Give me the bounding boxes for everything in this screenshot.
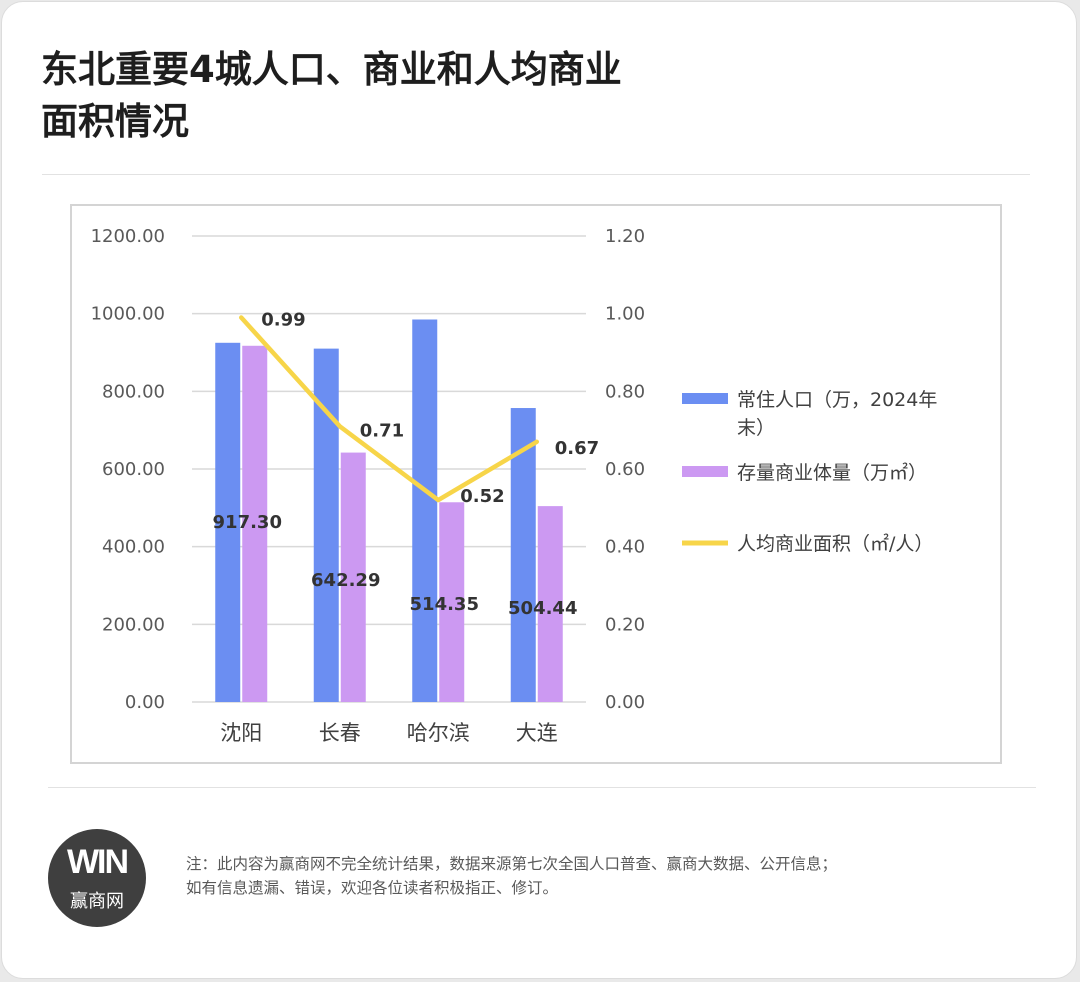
bar	[313, 348, 339, 702]
bar-data-label: 642.29	[311, 570, 380, 591]
y-right-tick-label: 0.00	[605, 692, 645, 713]
bar	[412, 319, 438, 702]
y-left-tick-label: 400.00	[102, 537, 165, 558]
page-title: 东北重要4城人口、商业和人均商业 面积情况	[41, 44, 741, 148]
y-left-tick-label: 800.00	[102, 381, 165, 402]
source-note: 注：此内容为赢商网不完全统计结果，数据来源第七次全国人口普查、赢商大数据、公开信…	[186, 852, 1006, 900]
bar	[340, 452, 366, 702]
line-series	[239, 315, 539, 503]
line-data-label: 0.52	[460, 486, 504, 507]
x-category-label: 哈尔滨	[407, 721, 470, 745]
bar	[215, 342, 241, 702]
bar	[439, 502, 465, 702]
line-data-label: 0.67	[555, 438, 599, 459]
legend-swatch	[682, 466, 728, 477]
line-data-label: 0.99	[261, 310, 305, 331]
note-line-2: 如有信息遗漏、错误，欢迎各位读者积极指正、修订。	[186, 879, 559, 897]
x-category-label: 大连	[516, 721, 558, 745]
title-line-1: 东北重要4城人口、商业和人均商业	[41, 48, 622, 91]
y-right-tick-label: 0.60	[605, 459, 645, 480]
note-line-1: 注：此内容为赢商网不完全统计结果，数据来源第七次全国人口普查、赢商大数据、公开信…	[186, 855, 838, 873]
y-left-tick-label: 0.00	[125, 692, 165, 713]
bar-data-label: 504.44	[508, 598, 577, 619]
bar	[537, 506, 563, 702]
y-right-tick-label: 0.20	[605, 614, 645, 635]
bar-data-label: 917.30	[213, 512, 282, 533]
y-left-tick-label: 1200.00	[91, 226, 165, 247]
title-divider	[42, 174, 1030, 175]
legend-label: 人均商业面积（㎡/人）	[737, 532, 933, 555]
y-left-tick-label: 1000.00	[91, 304, 165, 325]
y-right-tick-label: 0.80	[605, 381, 645, 402]
x-category-label: 长春	[319, 721, 361, 745]
y-right-tick-label: 0.40	[605, 537, 645, 558]
bar-data-label: 514.35	[410, 594, 479, 615]
logo-text: 赢商网	[70, 891, 124, 912]
y-left-tick-label: 200.00	[102, 614, 165, 635]
chart-frame: 0.00 0.00 200.00 0.20 400.00 0.40 600.00 0.60 80…	[70, 204, 1002, 764]
winshang-logo: WIN 赢商网	[48, 829, 146, 927]
y-right-tick-label: 1.00	[605, 304, 645, 325]
chart: 0.00 0.00 200.00 0.20 400.00 0.40 600.00 0.60 80…	[91, 226, 938, 745]
line-data-label: 0.71	[360, 420, 404, 441]
legend-label: 存量商业体量（万㎡）	[737, 461, 927, 484]
y-right-tick-label: 1.20	[605, 226, 645, 247]
title-line-2: 面积情况	[41, 100, 189, 143]
bar	[242, 345, 268, 702]
footer-divider	[48, 787, 1036, 788]
x-category-label: 沈阳	[220, 721, 262, 745]
legend-label: 常住人口（万，2024年	[737, 389, 937, 411]
legend-label: 末）	[737, 417, 775, 439]
legend-swatch	[682, 393, 728, 404]
y-left-tick-label: 600.00	[102, 459, 165, 480]
logo-mark: WIN	[66, 843, 129, 881]
